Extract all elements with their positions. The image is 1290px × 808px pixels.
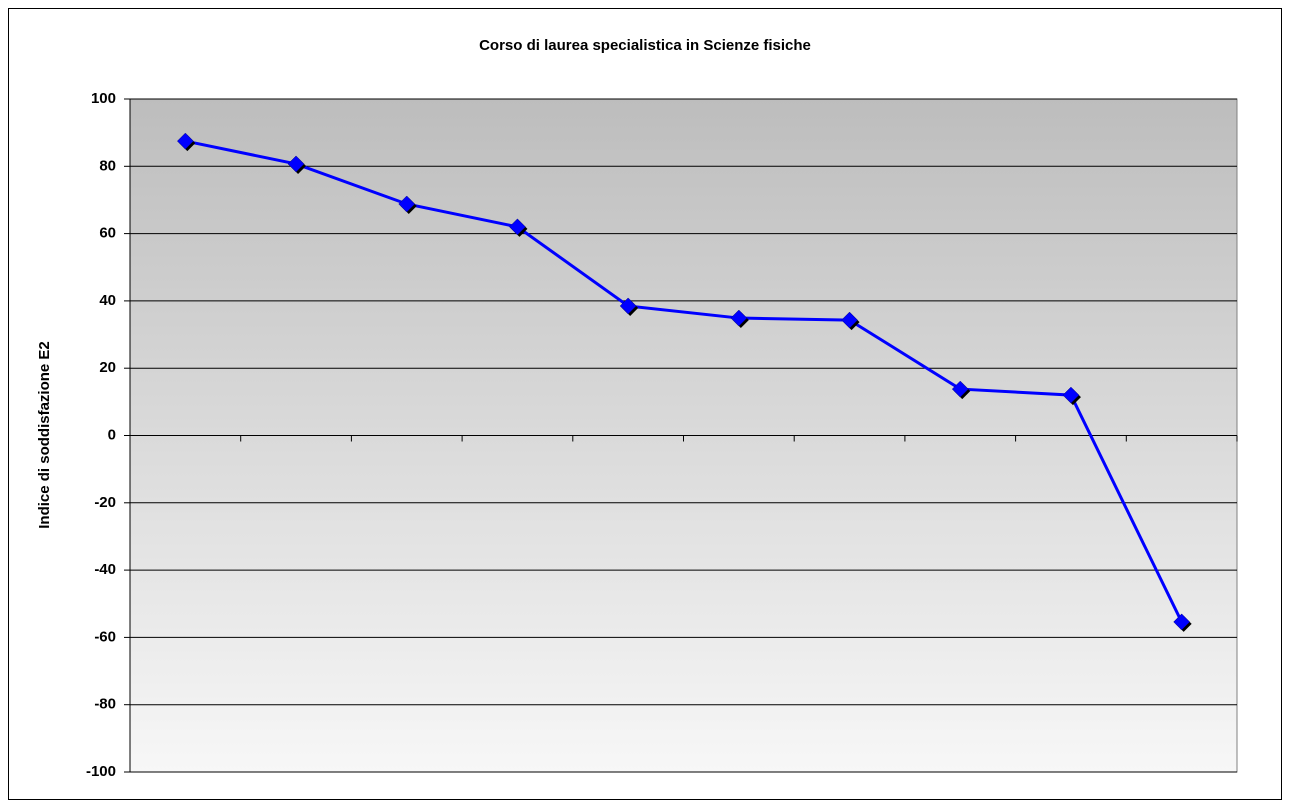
marker [841,311,858,329]
marker [730,309,748,327]
y-tick-label: -100 [86,763,116,780]
marker [951,380,969,398]
y-tick-label: -40 [94,561,116,578]
y-tick-label: 100 [91,90,116,107]
marker [398,195,416,213]
marker [176,132,194,150]
y-tick-label: 40 [99,292,116,309]
marker [1062,386,1080,404]
y-tick-label: 80 [99,157,116,174]
marker [287,155,305,173]
marker [1173,613,1191,631]
y-tick-label: 60 [99,225,116,242]
y-tick-label: -20 [94,494,116,511]
y-axis-label: Indice di soddisfazione E2 [36,341,53,529]
y-tick-label: 0 [108,426,116,443]
y-tick-label: -80 [94,696,116,713]
y-tick-label: -60 [94,628,116,645]
y-tick-label: 20 [99,359,116,376]
marker [619,297,637,315]
series-line [185,139,1183,623]
marker [509,218,526,236]
chart-title: Corso di laurea specialistica in Scienze… [479,37,811,54]
